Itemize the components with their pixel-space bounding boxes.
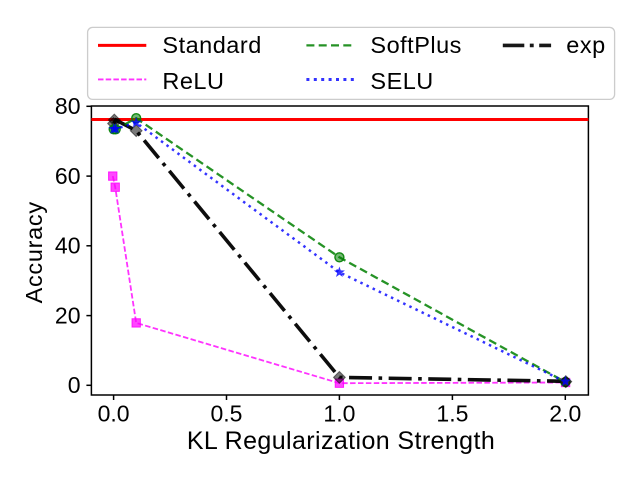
svg-text:0.0: 0.0 [98,401,130,427]
svg-text:1.5: 1.5 [436,401,468,427]
svg-text:exp: exp [566,32,605,58]
svg-text:60: 60 [55,163,81,189]
svg-text:1.0: 1.0 [323,401,355,427]
svg-text:40: 40 [55,233,81,259]
svg-text:SELU: SELU [370,68,433,94]
svg-text:80: 80 [55,93,81,119]
svg-text:Accuracy: Accuracy [21,201,47,303]
svg-text:20: 20 [55,303,81,329]
svg-text:0: 0 [68,372,81,398]
svg-text:ReLU: ReLU [162,68,224,94]
svg-text:KL Regularization Strength: KL Regularization Strength [187,427,495,455]
svg-text:0.5: 0.5 [211,401,243,427]
svg-text:SoftPlus: SoftPlus [370,32,462,58]
svg-text:Standard: Standard [162,32,261,58]
svg-text:2.0: 2.0 [549,401,581,427]
